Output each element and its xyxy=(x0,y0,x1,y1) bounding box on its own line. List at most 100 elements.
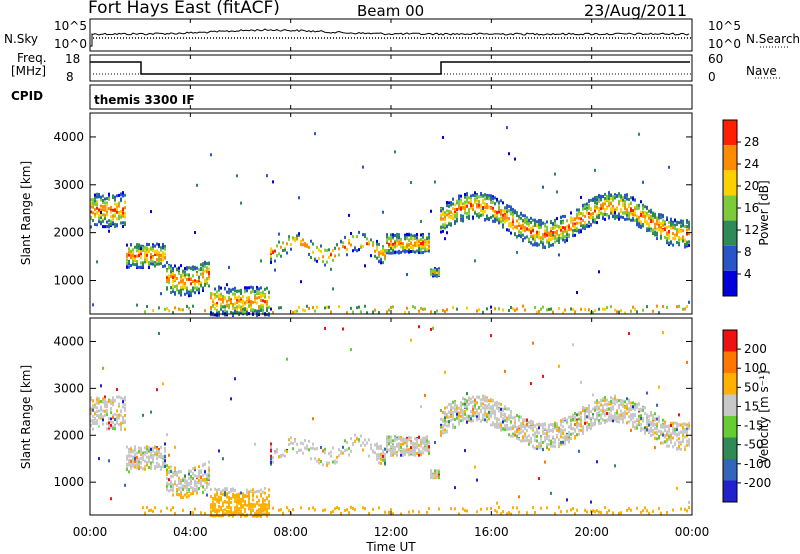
echo-cell xyxy=(674,218,676,222)
echo-cell xyxy=(606,398,608,402)
echo-cell xyxy=(536,243,538,247)
echo-cell xyxy=(184,281,186,285)
echo-cell xyxy=(192,286,194,290)
echo-cell xyxy=(384,510,386,514)
echo-cell xyxy=(316,245,318,249)
echo-cell xyxy=(542,185,544,189)
echo-cell xyxy=(458,406,460,410)
echo-cell xyxy=(122,397,124,401)
echo-cell xyxy=(672,220,674,224)
echo-cell xyxy=(532,428,534,432)
freq-unit: [MHz] xyxy=(11,64,47,78)
echo-cell xyxy=(218,313,220,317)
echo-cell xyxy=(184,275,186,279)
echo-cell xyxy=(378,453,380,457)
echo-cell xyxy=(266,308,268,312)
echo-cell xyxy=(346,253,348,257)
echo-cell xyxy=(410,338,412,342)
echo-cell xyxy=(528,222,530,226)
echo-cell xyxy=(150,451,152,455)
echo-cell xyxy=(320,244,322,248)
echo-cell xyxy=(630,202,632,206)
echo-cell xyxy=(236,493,238,497)
echo-cell xyxy=(418,448,420,452)
echo-cell xyxy=(240,292,242,296)
echo-cell xyxy=(492,404,494,408)
echo-cell xyxy=(620,398,622,402)
echo-cell xyxy=(428,232,430,236)
echo-cell xyxy=(342,241,344,245)
echo-cell xyxy=(474,406,476,410)
echo-cell xyxy=(586,208,588,212)
echo-cell xyxy=(536,224,538,228)
echo-cell xyxy=(560,419,562,423)
echo-cell xyxy=(224,305,226,309)
echo-cell xyxy=(548,429,550,433)
echo-cell xyxy=(606,407,608,411)
echo-cell xyxy=(512,207,514,211)
echo-cell xyxy=(502,213,504,217)
echo-cell xyxy=(572,229,574,233)
echo-cell xyxy=(574,310,576,314)
echo-cell xyxy=(96,413,98,417)
echo-cell xyxy=(688,232,690,236)
echo-cell xyxy=(142,413,144,417)
echo-cell xyxy=(408,453,410,457)
echo-cell xyxy=(576,413,578,417)
echo-cell xyxy=(376,442,378,446)
echo-cell xyxy=(376,446,378,450)
echo-cell xyxy=(218,499,220,503)
echo-cell xyxy=(466,420,468,424)
echo-cell xyxy=(648,511,650,515)
echo-cell xyxy=(344,245,346,249)
echo-cell xyxy=(614,208,616,212)
echo-cell xyxy=(560,232,562,236)
echo-cell xyxy=(344,235,346,239)
echo-cell xyxy=(150,508,152,512)
echo-cell xyxy=(602,195,604,199)
echo-cell xyxy=(262,512,264,516)
echo-cell xyxy=(206,278,208,282)
echo-cell xyxy=(138,246,140,250)
echo-cell xyxy=(232,492,234,496)
echo-cell xyxy=(516,212,518,216)
echo-cell xyxy=(598,510,600,514)
echo-cell xyxy=(130,454,132,458)
echo-cell xyxy=(282,511,284,515)
echo-cell xyxy=(458,417,460,421)
echo-cell xyxy=(470,417,472,421)
echo-cell xyxy=(240,288,242,292)
echo-cell xyxy=(510,212,512,216)
echo-cell xyxy=(300,448,302,452)
echo-cell xyxy=(524,424,526,428)
echo-cell xyxy=(148,266,150,270)
echo-cell xyxy=(598,270,600,274)
echo-cell xyxy=(564,214,566,218)
echo-cell xyxy=(108,398,110,402)
echo-cell xyxy=(624,207,626,211)
echo-cell xyxy=(460,206,462,210)
echo-cell xyxy=(194,283,196,287)
echo-cell xyxy=(336,460,338,464)
echo-cell xyxy=(330,253,332,257)
echo-cell xyxy=(546,240,548,244)
echo-cell xyxy=(558,240,560,244)
echo-cell xyxy=(256,291,258,295)
echo-cell xyxy=(270,252,272,256)
echo-cell xyxy=(408,510,410,514)
echo-cell xyxy=(116,421,118,425)
echo-cell xyxy=(488,406,490,410)
echo-cell xyxy=(398,233,400,237)
echo-cell xyxy=(412,451,414,455)
echo-cell xyxy=(496,197,498,201)
echo-cell xyxy=(508,223,510,227)
echo-cell xyxy=(152,454,154,458)
echo-cell xyxy=(108,421,110,425)
echo-cell xyxy=(416,451,418,455)
echo-cell xyxy=(448,424,450,428)
echo-cell xyxy=(560,216,562,220)
echo-cell xyxy=(650,229,652,233)
echo-cell xyxy=(402,246,404,250)
echo-cell xyxy=(186,481,188,485)
echo-cell xyxy=(108,424,110,428)
